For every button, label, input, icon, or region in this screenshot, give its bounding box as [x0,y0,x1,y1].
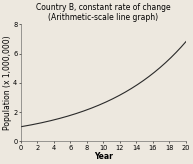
Title: Country B, constant rate of change
(Arithmetic-scale line graph): Country B, constant rate of change (Arit… [36,3,171,22]
Y-axis label: Population (x 1,000,000): Population (x 1,000,000) [3,36,12,130]
X-axis label: Year: Year [94,152,113,161]
